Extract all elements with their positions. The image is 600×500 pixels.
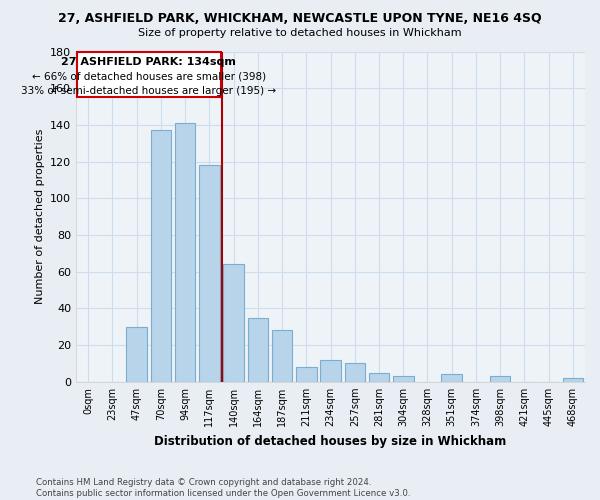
Text: Contains HM Land Registry data © Crown copyright and database right 2024.
Contai: Contains HM Land Registry data © Crown c… — [36, 478, 410, 498]
Bar — [223, 264, 244, 382]
Text: Size of property relative to detached houses in Whickham: Size of property relative to detached ho… — [138, 28, 462, 38]
Bar — [272, 330, 292, 382]
Text: 27, ASHFIELD PARK, WHICKHAM, NEWCASTLE UPON TYNE, NE16 4SQ: 27, ASHFIELD PARK, WHICKHAM, NEWCASTLE U… — [58, 12, 542, 26]
FancyBboxPatch shape — [77, 52, 221, 98]
Text: ← 66% of detached houses are smaller (398): ← 66% of detached houses are smaller (39… — [32, 72, 266, 82]
Bar — [393, 376, 413, 382]
Bar — [175, 123, 196, 382]
Bar — [151, 130, 171, 382]
Bar — [320, 360, 341, 382]
Bar — [442, 374, 462, 382]
Bar — [296, 367, 317, 382]
Bar — [127, 327, 147, 382]
Bar — [344, 364, 365, 382]
Text: 33% of semi-detached houses are larger (195) →: 33% of semi-detached houses are larger (… — [21, 86, 277, 97]
Bar — [248, 318, 268, 382]
Bar — [199, 166, 220, 382]
Y-axis label: Number of detached properties: Number of detached properties — [35, 129, 44, 304]
Bar — [563, 378, 583, 382]
Bar — [490, 376, 511, 382]
X-axis label: Distribution of detached houses by size in Whickham: Distribution of detached houses by size … — [154, 434, 506, 448]
Bar — [369, 372, 389, 382]
Text: 27 ASHFIELD PARK: 134sqm: 27 ASHFIELD PARK: 134sqm — [61, 57, 236, 67]
